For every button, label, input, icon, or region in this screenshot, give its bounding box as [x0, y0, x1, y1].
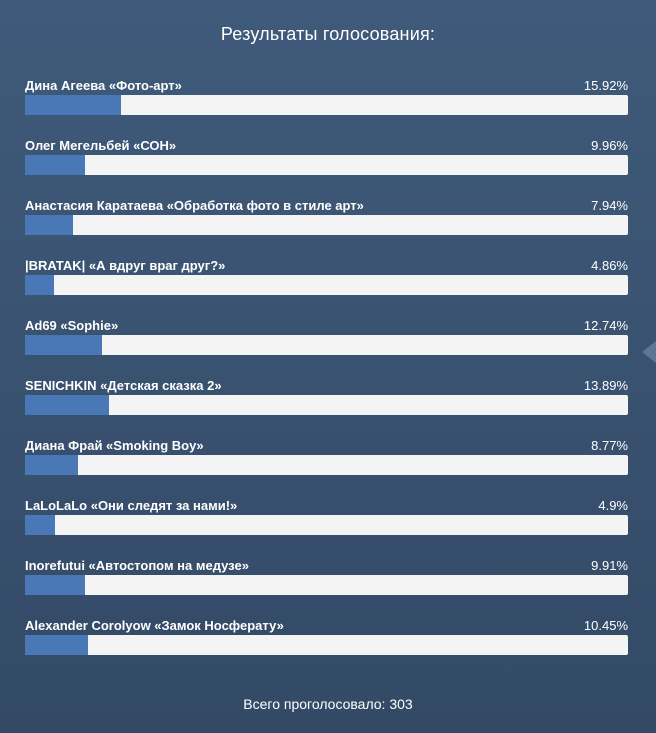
result-bar-fill [25, 395, 109, 415]
result-label: Ad69 «Sophie» [25, 318, 119, 333]
result-label: Олег Мегельбей «СОН» [25, 138, 177, 153]
result-percent: 4.9% [598, 498, 628, 513]
result-item: |BRATAK| «А вдруг враг друг?» 4.86% [25, 258, 628, 318]
result-bar-fill [25, 515, 55, 535]
result-label: Inorefutui «Автостопом на медузе» [25, 558, 249, 573]
result-label: Диана Фрай «Smoking Boy» [25, 438, 204, 453]
result-item: SENICHKIN «Детская сказка 2» 13.89% [25, 378, 628, 438]
result-item: Inorefutui «Автостопом на медузе» 9.91% [25, 558, 628, 618]
result-item: Олег Мегельбей «СОН» 9.96% [25, 138, 628, 198]
result-item: Ad69 «Sophie» 12.74% [25, 318, 628, 378]
result-bar [25, 335, 628, 355]
side-arrow-icon[interactable] [642, 341, 656, 363]
result-bar-fill [25, 335, 102, 355]
result-percent: 9.91% [591, 558, 628, 573]
result-bar [25, 575, 628, 595]
result-label: Дина Агеева «Фото-арт» [25, 78, 182, 93]
result-percent: 9.96% [591, 138, 628, 153]
result-label: LaLoLaLo «Они следят за нами!» [25, 498, 238, 513]
result-percent: 8.77% [591, 438, 628, 453]
result-percent: 12.74% [583, 318, 628, 333]
result-bar [25, 275, 628, 295]
result-bar [25, 515, 628, 535]
result-bar-fill [25, 635, 88, 655]
result-item: Alexander Corolyow «Замок Носферату» 10.… [25, 618, 628, 678]
result-bar-fill [25, 575, 85, 595]
result-item: Диана Фрай «Smoking Boy» 8.77% [25, 438, 628, 498]
result-bar [25, 635, 628, 655]
result-label: |BRATAK| «А вдруг враг друг?» [25, 258, 226, 273]
result-percent: 13.89% [583, 378, 628, 393]
result-label: SENICHKIN «Детская сказка 2» [25, 378, 222, 393]
result-bar-fill [25, 455, 78, 475]
result-percent: 4.86% [591, 258, 628, 273]
result-bar-fill [25, 95, 121, 115]
result-label: Анастасия Каратаева «Обработка фото в ст… [25, 198, 364, 213]
poll-title: Результаты голосования: [220, 24, 436, 44]
result-percent: 10.45% [583, 618, 628, 633]
result-bar [25, 155, 628, 175]
result-bar [25, 455, 628, 475]
result-item: Анастасия Каратаева «Обработка фото в ст… [25, 198, 628, 258]
result-bar-fill [25, 155, 86, 175]
result-percent: 15.92% [583, 78, 628, 93]
result-item: Дина Агеева «Фото-арт» 15.92% [25, 78, 628, 138]
result-bar [25, 215, 628, 235]
result-bar-fill [25, 275, 55, 295]
result-label: Alexander Corolyow «Замок Носферату» [25, 618, 284, 633]
result-item: LaLoLaLo «Они следят за нами!» 4.9% [25, 498, 628, 558]
total-votes: Всего проголосовало: 303 [243, 696, 413, 712]
result-percent: 7.94% [591, 198, 628, 213]
results-list: Дина Агеева «Фото-арт» 15.92% Олег Мегел… [25, 78, 628, 678]
result-bar [25, 395, 628, 415]
result-bar [25, 95, 628, 115]
result-bar-fill [25, 215, 73, 235]
